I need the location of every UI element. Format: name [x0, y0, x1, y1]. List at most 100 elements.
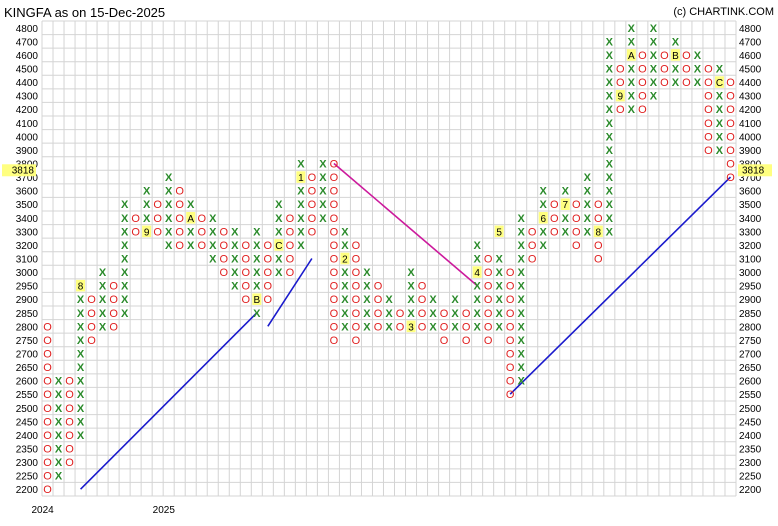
- y-tick-label: 3700: [739, 173, 762, 184]
- y-tick-label: 2700: [739, 350, 762, 361]
- x-mark: X: [55, 416, 63, 428]
- o-mark: O: [219, 226, 228, 238]
- x-mark: X: [606, 226, 614, 238]
- x-mark: X: [694, 50, 702, 62]
- x-mark: X: [407, 308, 415, 320]
- x-mark: X: [99, 294, 107, 306]
- x-mark: X: [606, 131, 614, 143]
- o-mark: O: [242, 240, 251, 252]
- x-mark: X: [407, 294, 415, 306]
- o-mark: O: [506, 321, 515, 333]
- y-tick-label: 2650: [739, 363, 762, 374]
- o-mark: O: [87, 294, 96, 306]
- o-mark: O: [726, 131, 735, 143]
- x-mark: X: [650, 77, 658, 89]
- x-mark: X: [606, 213, 614, 225]
- x-mark: X: [209, 240, 217, 252]
- o-mark: O: [352, 254, 361, 266]
- current-price-bg: [2, 164, 36, 177]
- x-mark: X: [187, 240, 195, 252]
- y-tick-label: 3700: [16, 173, 39, 184]
- x-mark: X: [121, 226, 129, 238]
- x-mark: X: [584, 199, 592, 211]
- y-tick-label: 4400: [16, 78, 39, 89]
- chart-credit: (c) CHARTINK.COM: [673, 6, 774, 18]
- y-tick-label: 3300: [16, 227, 39, 238]
- x-mark: X: [495, 294, 503, 306]
- x-mark: X: [672, 77, 680, 89]
- x-mark: X: [275, 226, 283, 238]
- o-mark: O: [726, 77, 735, 89]
- x-mark: X: [363, 321, 371, 333]
- x-mark: X: [77, 430, 85, 442]
- x-mark: X: [606, 172, 614, 184]
- o-mark: O: [330, 281, 339, 293]
- o-mark: O: [43, 416, 52, 428]
- month-label-bg: [296, 171, 306, 183]
- o-mark: O: [594, 199, 603, 211]
- x-mark: X: [209, 226, 217, 238]
- o-mark: O: [65, 457, 74, 469]
- o-mark: O: [286, 267, 295, 279]
- y-tick-label: 2300: [16, 458, 39, 469]
- o-mark: O: [43, 471, 52, 483]
- x-mark: X: [606, 36, 614, 48]
- month-label-bg: [626, 49, 636, 61]
- x-mark: X: [363, 267, 371, 279]
- x-mark: X: [540, 240, 548, 252]
- x-mark: X: [473, 254, 481, 266]
- x-mark: X: [518, 226, 526, 238]
- month-label-bg: [142, 225, 152, 238]
- month-label: 6: [540, 214, 546, 225]
- y-tick-label: 2850: [739, 309, 762, 320]
- o-mark: O: [484, 267, 493, 279]
- x-mark: X: [518, 213, 526, 225]
- x-mark: X: [121, 199, 129, 211]
- x-mark: X: [495, 281, 503, 293]
- month-labels: 8 9 A B C 1 2 3 4 5 6 7 8 9 A B C: [76, 49, 724, 333]
- o-mark: O: [43, 389, 52, 401]
- x-mark: X: [606, 145, 614, 157]
- x-mark: X: [584, 226, 592, 238]
- o-mark: O: [484, 335, 493, 347]
- month-label-bg: [252, 293, 262, 305]
- x-mark: X: [650, 36, 658, 48]
- current-price-bg: [738, 164, 772, 177]
- x-mark: X: [253, 254, 261, 266]
- o-mark: O: [440, 321, 449, 333]
- x-mark: X: [77, 403, 85, 415]
- trend-line: [79, 312, 258, 490]
- x-mark: X: [341, 226, 349, 238]
- y-tick-label: 4500: [16, 65, 39, 76]
- x-mark: X: [606, 199, 614, 211]
- y-tick-label: 4800: [16, 24, 39, 35]
- month-label: C: [275, 241, 282, 252]
- y-tick-label: 4100: [739, 119, 762, 130]
- x-mark: X: [55, 403, 63, 415]
- o-mark: O: [65, 376, 74, 388]
- o-mark: O: [484, 281, 493, 293]
- month-label-bg: [274, 239, 284, 251]
- x-mark: X: [716, 64, 724, 76]
- x-mark: X: [540, 186, 548, 198]
- o-mark: O: [43, 362, 52, 374]
- month-label-bg: [560, 198, 570, 210]
- o-mark: O: [87, 335, 96, 347]
- y-tick-label: 4200: [16, 105, 39, 116]
- x-mark: X: [562, 186, 570, 198]
- x-mark: X: [341, 240, 349, 252]
- o-mark: O: [660, 50, 669, 62]
- y-axis-right: 2200 2250 2300 2350 2400 2450 2500 2550 2600 2650…: [738, 24, 772, 496]
- o-mark: O: [572, 213, 581, 225]
- x-mark: X: [518, 254, 526, 266]
- o-mark: O: [43, 349, 52, 361]
- o-mark: O: [87, 308, 96, 320]
- x-mark: X: [518, 349, 526, 361]
- o-mark: O: [330, 294, 339, 306]
- x-mark: X: [518, 362, 526, 374]
- x-mark: X: [165, 226, 173, 238]
- y-tick-label: 4300: [739, 92, 762, 103]
- y-tick-label: 2300: [739, 458, 762, 469]
- y-tick-label: 2250: [739, 472, 762, 483]
- o-mark: O: [594, 213, 603, 225]
